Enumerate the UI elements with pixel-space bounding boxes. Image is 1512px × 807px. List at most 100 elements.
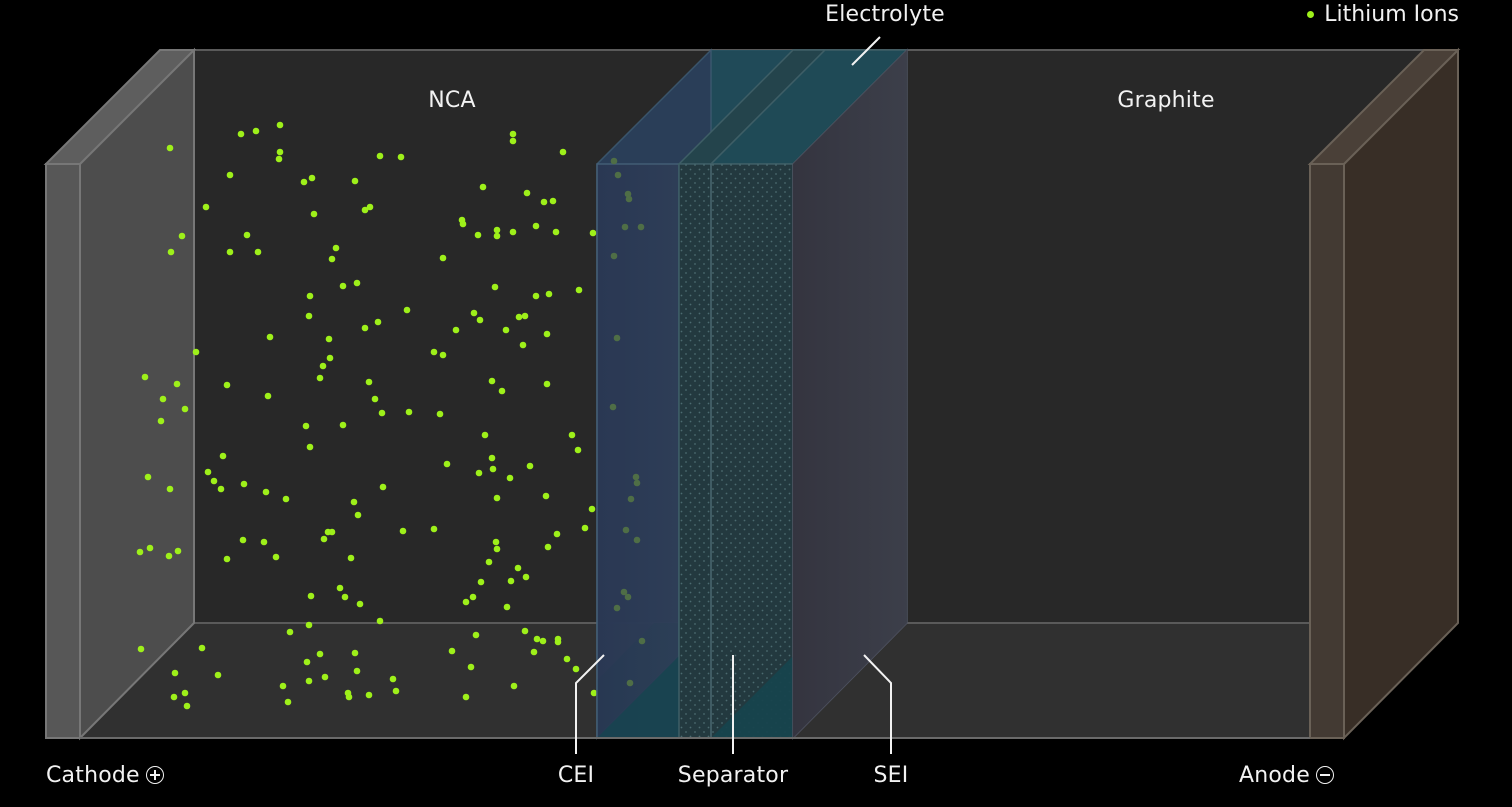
lithium-ion-dot (549, 197, 557, 205)
lithium-ion-dot (488, 377, 496, 385)
lithium-ion-dot (239, 536, 247, 544)
lithium-ion-dot (509, 228, 517, 236)
lithium-ion-dot (260, 538, 268, 546)
lithium-ion-dot (492, 538, 500, 546)
lithium-ion-dot-icon (1307, 11, 1315, 18)
lithium-ion-dot (589, 229, 597, 237)
lithium-ion-dot (572, 665, 580, 673)
lithium-ion-dot (219, 452, 227, 460)
lithium-ion-dot (526, 462, 534, 470)
lithium-ion-dot (506, 474, 514, 482)
lithium-ion-dot (624, 190, 632, 198)
lithium-ion-dot (307, 592, 315, 600)
lithium-ion-dot (376, 617, 384, 625)
lithium-ion-dot (613, 604, 621, 612)
sei-leader (863, 654, 892, 754)
lithium-ion-dot (389, 675, 397, 683)
cathode-label: Cathode (46, 763, 164, 788)
lithium-ion-dot (624, 593, 632, 601)
lithium-ion-dot (503, 603, 511, 611)
lithium-ion-dot (302, 422, 310, 430)
lithium-ion-dot (336, 584, 344, 592)
lithium-ion-dot (353, 667, 361, 675)
cei-label: CEI (557, 763, 595, 788)
lithium-ion-dot (533, 635, 541, 643)
lithium-ion-dot (392, 687, 400, 695)
lithium-ions-in-cei (609, 157, 646, 687)
lithium-ion-dot (620, 588, 628, 596)
lithium-ion-dot (609, 403, 617, 411)
lithium-ion-dot (581, 524, 589, 532)
lithium-ion-dot (237, 130, 245, 138)
lithium-ion-dot (507, 577, 515, 585)
lithium-ion-dot (223, 381, 231, 389)
lithium-ion-dot (328, 255, 336, 263)
lithium-ion-dot (552, 228, 560, 236)
lithium-ion-dot (515, 313, 523, 321)
separator-layer (677, 49, 909, 739)
electrolyte-label: Electrolyte (825, 2, 945, 27)
lithium-ion-dot (399, 527, 407, 535)
cei-leader (575, 654, 605, 754)
lithium-ion-dot (510, 682, 518, 690)
lithium-ions (136, 121, 598, 710)
lithium-ion-dot (491, 283, 499, 291)
lithium-ion-dot (477, 578, 485, 586)
lithium-ion-dot (266, 333, 274, 341)
lithium-ion-dot (217, 485, 225, 493)
lithium-ion-dot (300, 178, 308, 186)
lithium-ion-dot (430, 348, 438, 356)
sei-label: SEI (873, 763, 909, 788)
lithium-ion-dot (610, 252, 618, 260)
lithium-ion-dot (485, 558, 493, 566)
lithium-ion-dot (262, 488, 270, 496)
lithium-ion-dot (321, 673, 329, 681)
anode-label: Anode (1239, 763, 1334, 788)
lithium-ion-dot (633, 479, 641, 487)
lithium-ion-dot (470, 309, 478, 317)
lithium-ion-dot (276, 148, 284, 156)
lithium-ion-dot (543, 330, 551, 338)
lithium-ion-dot (543, 380, 551, 388)
lithium-ion-dot (568, 431, 576, 439)
lithium-ion-dot (226, 171, 234, 179)
lithium-ion-dot (521, 312, 529, 320)
lithium-ion-dot (146, 544, 154, 552)
lithium-ion-dot (167, 248, 175, 256)
lithium-ion-dot (320, 535, 328, 543)
lithium-ion-dot (361, 206, 369, 214)
graphite-label: Graphite (1117, 88, 1215, 113)
lithium-ion-dot (493, 494, 501, 502)
lithium-ion-dot (351, 177, 359, 185)
lithium-ion-dot (319, 362, 327, 370)
lithium-ion-dot (214, 671, 222, 679)
lithium-ion-dot (540, 198, 548, 206)
lithium-ion-dot (279, 682, 287, 690)
lithium-ion-dot (144, 473, 152, 481)
lithium-ion-dot (475, 469, 483, 477)
lithium-ion-dot (165, 552, 173, 560)
lithium-ion-dot (354, 511, 362, 519)
lithium-ion-dot (171, 669, 179, 677)
lithium-ion-dot (532, 222, 540, 230)
lithium-ion-dot (633, 536, 641, 544)
lithium-ion-dot (305, 677, 313, 685)
lithium-ion-dot (559, 148, 567, 156)
nca-label: NCA (428, 88, 476, 113)
lithium-ion-dot (306, 443, 314, 451)
lithium-ion-dot (351, 649, 359, 657)
lithium-ion-dot (621, 223, 629, 231)
lithium-ion-dot (166, 485, 174, 493)
anode-plate (1307, 47, 1461, 741)
lithium-ion-dot (481, 431, 489, 439)
lithium-ion-dot (137, 645, 145, 653)
lithium-ion-dot (459, 220, 467, 228)
lithium-ion-dot (430, 525, 438, 533)
lithium-ion-dot (282, 495, 290, 503)
lithium-ion-dot (254, 248, 262, 256)
lithium-ion-dot (379, 483, 387, 491)
lithium-ion-dot (590, 689, 598, 697)
lithium-ion-dot (306, 292, 314, 300)
lithium-ion-dot (198, 644, 206, 652)
